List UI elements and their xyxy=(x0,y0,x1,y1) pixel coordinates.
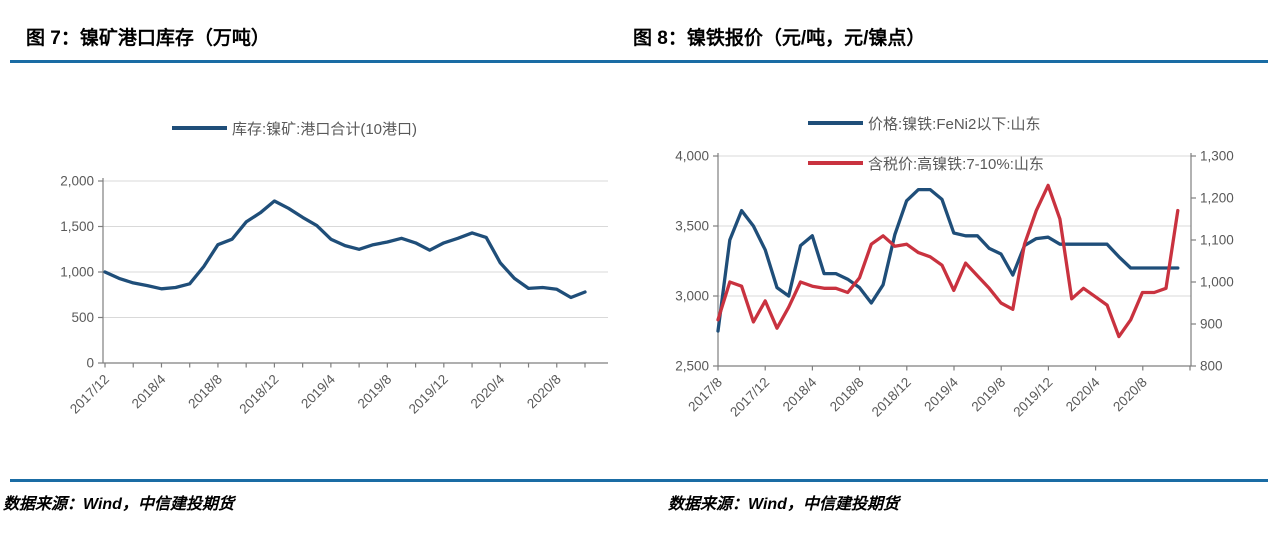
x-axis-label: 2019/4 xyxy=(298,371,338,411)
footer-rule xyxy=(10,479,1268,482)
source-note-left: 数据来源：Wind，中信建投期货 xyxy=(3,496,234,513)
x-axis-label: 2020/4 xyxy=(468,371,508,411)
x-axis-label: 2018/12 xyxy=(869,375,914,420)
y-axis-label: 3,500 xyxy=(675,219,709,234)
source-note-right: 数据来源：Wind，中信建投期货 xyxy=(668,496,899,513)
y-axis-label: 3,000 xyxy=(675,289,709,304)
y2-axis-label: 800 xyxy=(1200,359,1223,374)
figure-7-title: 图 7：镍矿港口库存（万吨） xyxy=(26,28,270,49)
axes: 0 500 1,000 1,500 2,000 2017/12 2018/4 2018/8 20… xyxy=(60,174,608,417)
gridlines xyxy=(718,155,1191,297)
x-axis-label: 2019/12 xyxy=(406,372,451,417)
series xyxy=(716,183,1180,339)
y-axis-label: 500 xyxy=(71,310,94,325)
y-axis-label: 4,000 xyxy=(675,149,709,164)
figure-8-title: 图 8：镍铁报价（元/吨，元/镍点） xyxy=(633,28,926,49)
legend-label: 价格:镍铁:FeNi2以下:山东 xyxy=(868,115,1041,133)
y-axis-label: 1,500 xyxy=(60,219,94,234)
y-axis-label: 2,000 xyxy=(60,174,94,189)
x-axis-label: 2017/12 xyxy=(67,372,112,417)
legend-label: 库存:镍矿:港口合计(10港口) xyxy=(232,120,417,138)
x-axis-label: 2020/8 xyxy=(524,372,564,412)
y-axis-label: 2,500 xyxy=(675,359,709,374)
y2-axis-label: 1,000 xyxy=(1200,275,1234,290)
y2-axis-label: 1,100 xyxy=(1200,233,1234,248)
x-axis-label: 2018/4 xyxy=(780,374,820,414)
axes: 2,500 3,000 3,500 4,000 800 900 1,000 1,100 1,20… xyxy=(675,149,1234,420)
x-axis-label: 2017/8 xyxy=(685,375,725,415)
series-line xyxy=(716,187,1180,333)
x-axis-label: 2019/4 xyxy=(921,374,961,414)
y2-axis-label: 900 xyxy=(1200,317,1223,332)
x-axis-label: 2019/8 xyxy=(355,372,395,412)
series-line xyxy=(716,183,1180,339)
x-axis-label: 2019/8 xyxy=(969,375,1009,415)
x-axis-label: 2020/8 xyxy=(1110,375,1150,415)
series xyxy=(103,199,587,300)
series-line xyxy=(103,199,587,300)
legend: 库存:镍矿:港口合计(10港口) xyxy=(172,120,417,138)
inventory-chart: 0 500 1,000 1,500 2,000 2017/12 2018/4 2018/8 20… xyxy=(60,120,608,417)
y2-axis-label: 1,300 xyxy=(1200,149,1234,164)
header-rule xyxy=(10,60,1268,63)
gridlines xyxy=(103,180,608,318)
legend-label: 含税价:高镍铁:7-10%:山东 xyxy=(868,155,1044,173)
y-axis-label: 0 xyxy=(86,356,94,371)
x-axis-label: 2018/12 xyxy=(236,372,281,417)
x-axis-label: 2018/4 xyxy=(129,371,169,411)
price-chart: 2,500 3,000 3,500 4,000 800 900 1,000 1,100 1,20… xyxy=(675,115,1234,420)
y-axis-label: 1,000 xyxy=(60,265,94,280)
y2-axis-label: 1,200 xyxy=(1200,191,1234,206)
x-axis-label: 2020/4 xyxy=(1063,374,1103,414)
x-axis-label: 2018/8 xyxy=(185,372,225,412)
x-axis-label: 2018/8 xyxy=(827,375,867,415)
x-axis-label: 2019/12 xyxy=(1010,375,1055,420)
x-axis-label: 2017/12 xyxy=(727,375,772,420)
